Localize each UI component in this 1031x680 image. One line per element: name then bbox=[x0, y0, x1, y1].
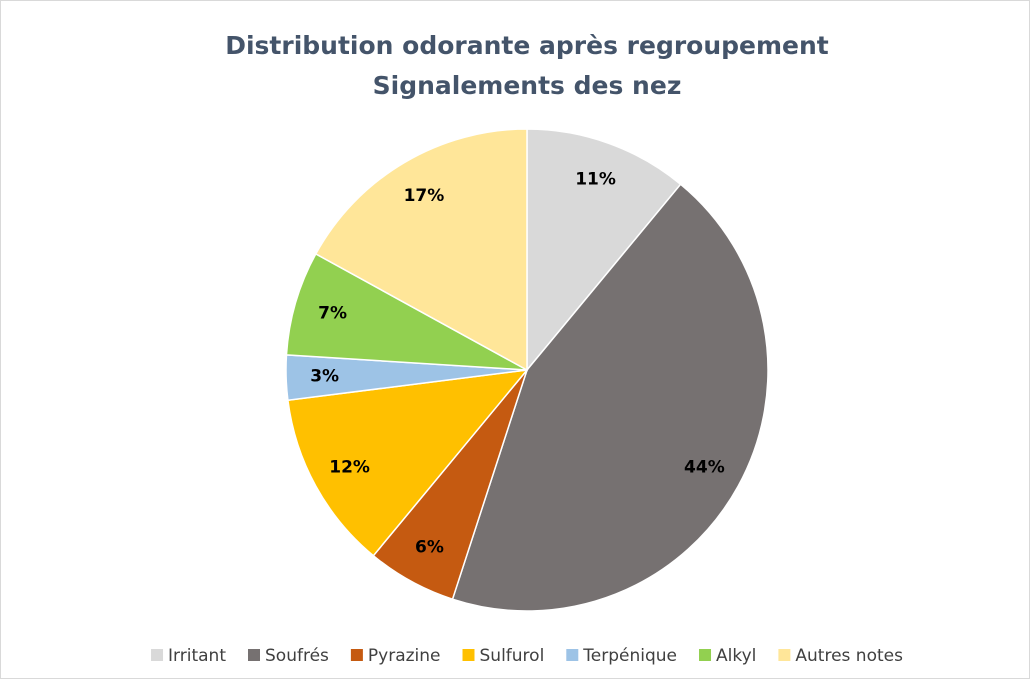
legend-swatch bbox=[699, 649, 712, 661]
legend-swatch bbox=[778, 649, 791, 661]
data-label: 3% bbox=[310, 366, 339, 386]
chart-title: Distribution odorante après regroupement bbox=[225, 31, 829, 60]
legend-label: Terpénique bbox=[582, 646, 677, 666]
legend-label: Soufrés bbox=[265, 646, 329, 666]
data-label: 11% bbox=[575, 170, 616, 190]
pie-slice bbox=[287, 369, 529, 557]
data-label: 7% bbox=[318, 304, 347, 324]
legend-swatch bbox=[248, 649, 260, 661]
legend-label: Autres notes bbox=[795, 646, 903, 666]
legend-label: Irritant bbox=[168, 646, 226, 666]
legend-swatch bbox=[151, 649, 164, 661]
legend-label: Sulfurol bbox=[480, 646, 545, 666]
data-label: 12% bbox=[329, 458, 370, 478]
legend-swatch bbox=[462, 649, 475, 661]
legend-label: Alkyl bbox=[716, 646, 756, 666]
data-label: 44% bbox=[684, 458, 725, 478]
legend-swatch bbox=[566, 649, 579, 661]
legend-label: Pyrazine bbox=[368, 646, 441, 666]
pie-slice bbox=[526, 128, 682, 373]
pie-slice bbox=[285, 252, 528, 371]
pie-slice bbox=[314, 128, 528, 372]
data-label: 17% bbox=[404, 186, 445, 206]
data-label: 6% bbox=[415, 537, 444, 557]
legend-swatch bbox=[350, 649, 363, 661]
pie-slice bbox=[451, 183, 769, 612]
chart-subtitle: Signalements des nez bbox=[373, 71, 682, 100]
